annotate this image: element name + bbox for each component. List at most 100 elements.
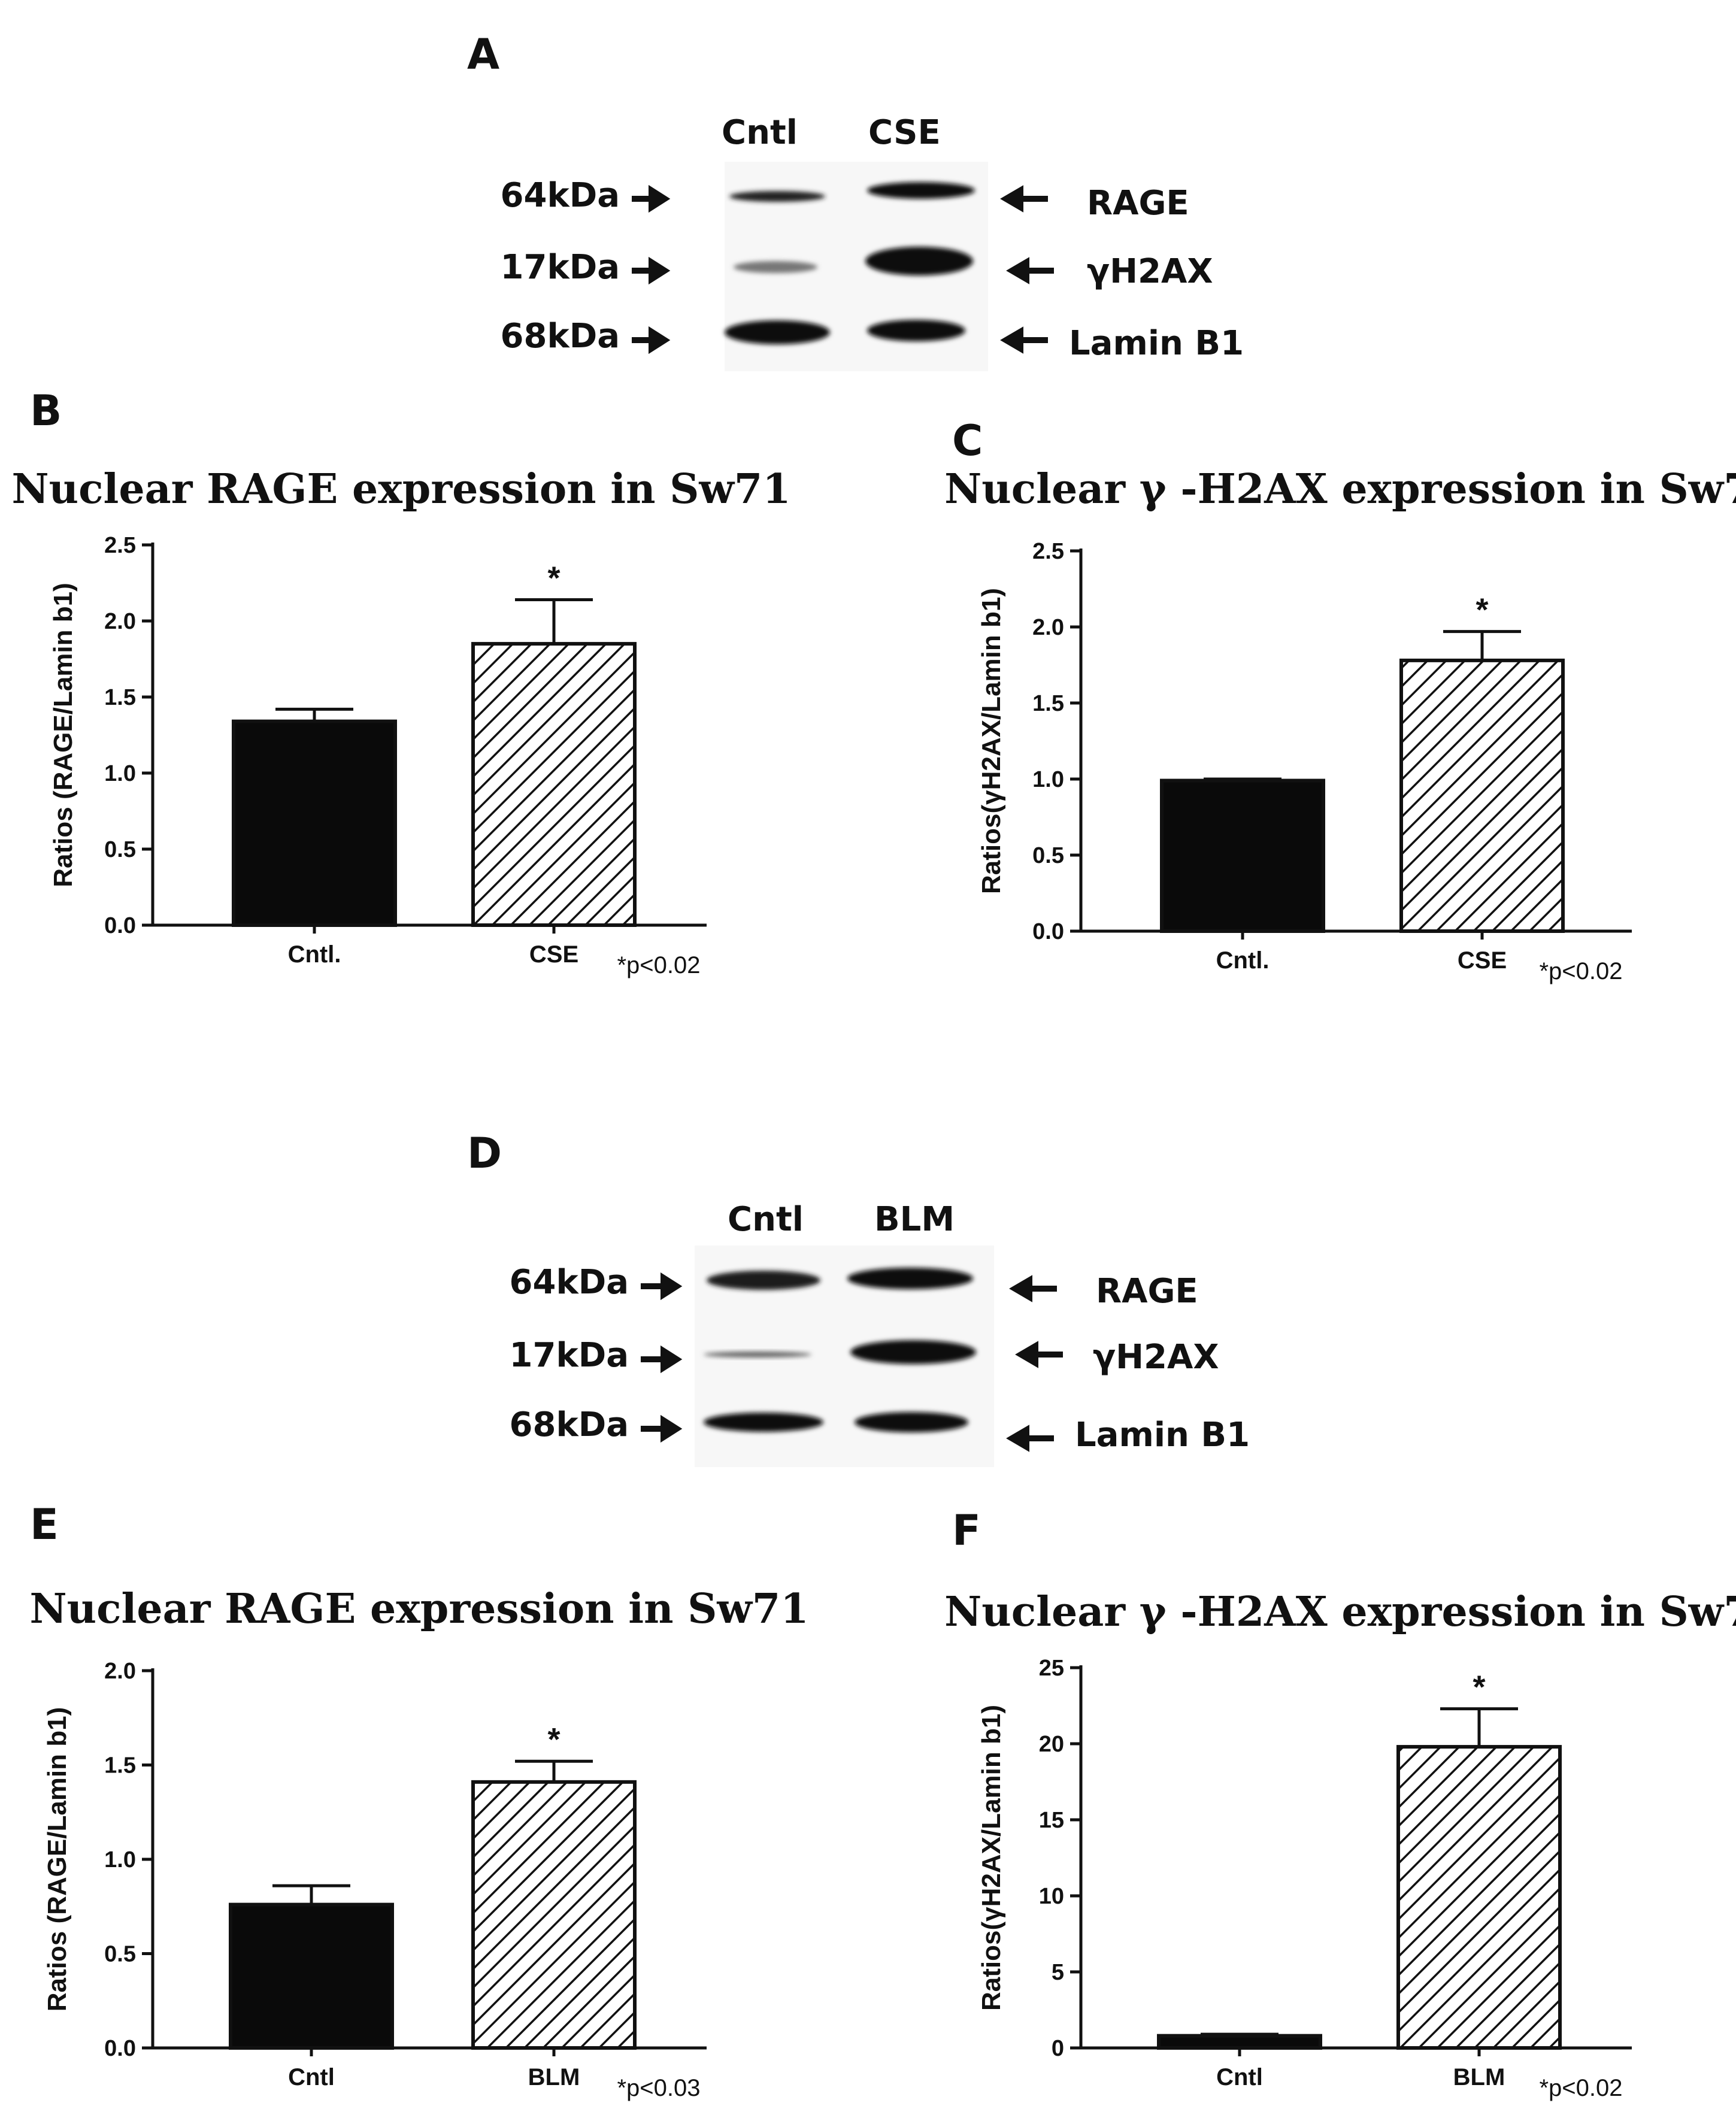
significance-marker: * — [547, 1722, 560, 1758]
bar-cse — [1399, 658, 1565, 933]
band-rage-cse — [867, 182, 975, 199]
band-h2ax-cntl — [734, 261, 817, 273]
band-lamin-cntl — [725, 320, 830, 344]
y-tick-label: 0.5 — [1032, 843, 1064, 868]
mw-label-h2ax: 17kDa — [510, 1336, 629, 1375]
y-tick-label: 0.0 — [104, 2036, 136, 2061]
y-axis-label: Ratios(γH2AX/Lamin b1) — [977, 588, 1006, 894]
x-tick-label: Cntl — [288, 2064, 335, 2090]
left-arrow-icon — [1006, 257, 1054, 284]
y-tick-label: 15 — [1039, 1808, 1064, 1833]
panel-letter-d: D — [467, 1129, 502, 1178]
protein-label-lamin: Lamin B1 — [1075, 1416, 1250, 1455]
y-tick-label: 2.0 — [104, 609, 136, 634]
bar-cse — [471, 642, 637, 927]
right-arrow-icon — [641, 1345, 683, 1374]
y-tick-label: 0.0 — [104, 913, 136, 938]
mw-label-rage: 64kDa — [501, 176, 620, 215]
y-tick-label: 1.5 — [104, 1753, 136, 1778]
significance-marker: * — [1473, 1669, 1485, 1705]
mw-label-lamin: 68kDa — [501, 317, 620, 356]
bar-chart-e: Nuclear RAGE expression in Sw71 0.0 0.5 1.0… — [29, 1585, 808, 2101]
x-tick-label: Cntl. — [1216, 947, 1270, 974]
western-blot-d: Cntl BLM 64kDa RAGE 17kDa γH2AX 68kDa La… — [510, 1200, 1250, 1467]
right-arrow-icon — [632, 256, 671, 285]
y-tick-label: 1.0 — [104, 761, 136, 786]
western-blot-a: Cntl CSE 64kDa RAGE 17kDa γH2AX 68kDa La… — [501, 113, 1244, 371]
bar-cntl — [1160, 778, 1325, 934]
left-arrow-icon — [1009, 1275, 1057, 1302]
chart-title: Nuclear RAGE expression in Sw71 — [11, 465, 790, 513]
lane-label-cse: CSE — [868, 113, 941, 152]
panel-letter-c: C — [952, 416, 983, 465]
y-tick-label: 25 — [1039, 1656, 1064, 1681]
band-rage-cntl — [729, 191, 825, 202]
mw-label-h2ax: 17kDa — [501, 248, 620, 287]
x-tick-label: CSE — [529, 941, 578, 968]
y-tick-label: 0.0 — [1032, 919, 1064, 944]
panel-letter-b: B — [30, 386, 62, 435]
panel-letter-f: F — [952, 1506, 981, 1555]
right-arrow-icon — [632, 326, 671, 354]
protein-label-h2ax: γH2AX — [1093, 1338, 1219, 1377]
lane-label-cntl: Cntl — [722, 113, 798, 152]
left-arrow-icon — [1000, 326, 1048, 354]
left-arrow-icon — [1006, 1425, 1054, 1452]
bar-cntl — [229, 1902, 394, 2050]
mw-label-lamin: 68kDa — [510, 1405, 629, 1444]
y-tick-label: 0.5 — [104, 1942, 136, 1967]
x-tick-label: CSE — [1458, 947, 1507, 974]
left-arrow-icon — [1000, 185, 1048, 213]
bar-cntl — [1157, 2034, 1322, 2050]
band-h2ax-cse — [865, 247, 973, 275]
p-value-note: *p<0.03 — [617, 2075, 700, 2101]
lane-label-blm: BLM — [874, 1200, 955, 1239]
band-lamin-cntl — [704, 1413, 823, 1432]
band-lamin-cse — [867, 320, 965, 341]
y-tick-label: 1.0 — [1032, 767, 1064, 792]
y-axis-label: Ratios (RAGE/Lamin b1) — [43, 1707, 72, 2012]
lane-label-cntl: Cntl — [728, 1200, 804, 1239]
y-tick-label: 5 — [1052, 1960, 1064, 1985]
x-tick-label: Cntl. — [288, 941, 341, 968]
band-h2ax-cntl — [704, 1352, 811, 1358]
y-tick-label: 2.5 — [104, 533, 136, 558]
protein-label-h2ax: γH2AX — [1087, 252, 1213, 291]
y-tick-label: 10 — [1039, 1884, 1064, 1909]
protein-label-rage: RAGE — [1087, 184, 1189, 223]
panel-letter-e: E — [30, 1500, 59, 1549]
band-h2ax-blm — [850, 1340, 976, 1364]
mw-label-rage: 64kDa — [510, 1263, 629, 1302]
band-rage-blm — [847, 1268, 973, 1289]
bar-chart-b: Nuclear RAGE expression in Sw71 0.0 0.5 1.0… — [11, 465, 790, 978]
y-tick-label: 20 — [1039, 1732, 1064, 1757]
p-value-note: *p<0.02 — [1539, 2075, 1622, 2101]
x-tick-label: BLM — [1453, 2064, 1505, 2090]
chart-title: Nuclear RAGE expression in Sw71 — [29, 1585, 808, 1633]
x-tick-label: Cntl — [1216, 2064, 1263, 2090]
x-tick-label: BLM — [528, 2064, 580, 2090]
bar-cntl — [232, 719, 397, 927]
significance-marker: * — [547, 560, 560, 596]
y-tick-label: 1.5 — [1032, 691, 1064, 716]
panel-letter-a: A — [467, 30, 499, 79]
chart-title: Nuclear γ -H2AX expression in Sw71 — [944, 465, 1736, 513]
y-axis-label: Ratios (RAGE/Lamin b1) — [49, 583, 78, 887]
bar-chart-f: Nuclear γ -H2AX expression in Sw71 0 5 10 15… — [944, 1588, 1736, 2101]
bar-chart-c: Nuclear γ -H2AX expression in Sw71 0.0 0.5… — [944, 465, 1736, 984]
left-arrow-icon — [1015, 1341, 1063, 1368]
band-rage-cntl — [707, 1271, 820, 1290]
p-value-note: *p<0.02 — [617, 952, 700, 978]
bar-blm — [1396, 1745, 1562, 2050]
right-arrow-icon — [641, 1272, 683, 1301]
y-tick-label: 2.0 — [1032, 615, 1064, 640]
y-tick-label: 1.5 — [104, 685, 136, 710]
right-arrow-icon — [641, 1414, 683, 1443]
bar-blm — [471, 1780, 637, 2050]
p-value-note: *p<0.02 — [1539, 958, 1622, 984]
significance-marker: * — [1476, 592, 1488, 628]
y-axis-label: Ratios(γH2AX/Lamin b1) — [977, 1705, 1006, 2011]
chart-title: Nuclear γ -H2AX expression in Sw71 — [944, 1588, 1736, 1636]
y-tick-label: 1.0 — [104, 1847, 136, 1872]
